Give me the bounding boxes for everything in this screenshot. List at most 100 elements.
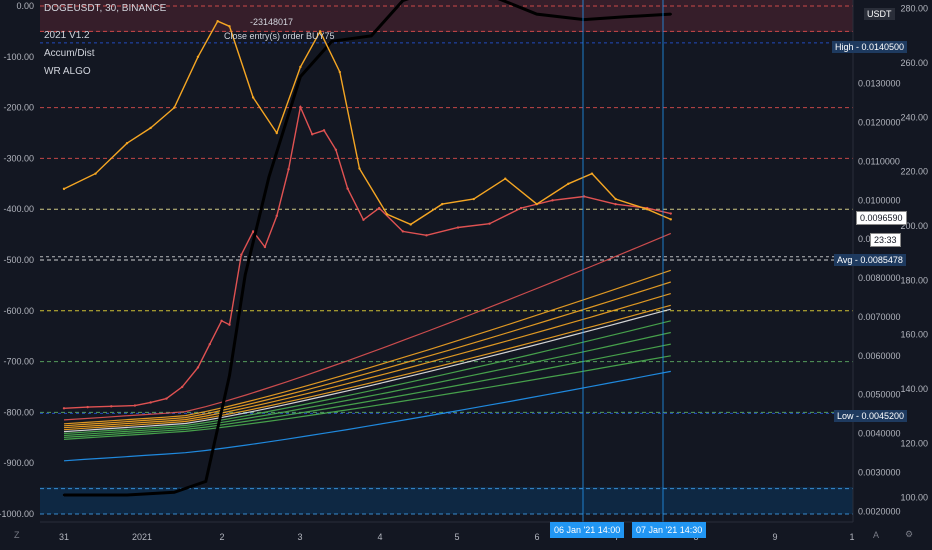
trade-label: Close entry(s) order BUY75 bbox=[224, 31, 335, 41]
y-left-tick: 0.00 bbox=[16, 1, 34, 11]
series-point-price bbox=[346, 187, 349, 190]
series-point-price bbox=[110, 405, 113, 408]
series-point-accum bbox=[62, 493, 66, 497]
high-tag-label: High bbox=[835, 42, 854, 52]
series-point-wr bbox=[275, 131, 278, 135]
indicator-3[interactable]: WR ALGO bbox=[44, 66, 91, 77]
x-selected-1: 06 Jan '21 14:00 bbox=[550, 522, 625, 538]
series-point-price bbox=[519, 206, 523, 210]
series-point-wr bbox=[125, 141, 129, 145]
y-price-tick: 0.0110000 bbox=[858, 156, 900, 166]
ma-line bbox=[63, 355, 671, 440]
zoom-button[interactable]: Z bbox=[14, 530, 20, 540]
series-point-price bbox=[181, 385, 184, 389]
y-right-tick: 180.00 bbox=[900, 275, 928, 285]
series-point-accum bbox=[228, 374, 231, 377]
series-point-wr bbox=[228, 25, 231, 28]
series-point-wr bbox=[567, 182, 570, 185]
last-price-label: 0.0096590 bbox=[856, 211, 907, 225]
series-point-price bbox=[240, 253, 243, 256]
series-point-price bbox=[149, 401, 152, 404]
series-point-price bbox=[614, 203, 617, 206]
low-tag-label: Low bbox=[837, 411, 854, 421]
y-right-tick: 220.00 bbox=[900, 167, 928, 177]
avg-tag-label: Avg bbox=[837, 255, 853, 265]
y-right-tick: 240.00 bbox=[900, 112, 928, 122]
y-left-tick: -600.00 bbox=[3, 306, 34, 316]
series-point-wr bbox=[409, 223, 412, 226]
y-price-tick: 0.0050000 bbox=[858, 390, 901, 400]
trade-id: -23148017 bbox=[250, 17, 294, 27]
auto-scale-button[interactable]: A bbox=[873, 530, 880, 540]
series-point-price bbox=[228, 323, 231, 326]
indicator-2[interactable]: Accum/Dist bbox=[44, 48, 95, 59]
symbol-title[interactable]: DOGEUSDT, 30, BINANCE bbox=[44, 3, 167, 14]
series-point-price bbox=[425, 234, 428, 237]
series-point-accum bbox=[535, 12, 538, 16]
series-point-price bbox=[299, 105, 302, 109]
y-price-tick: 0.0080000 bbox=[858, 273, 901, 283]
series-point-price bbox=[488, 222, 491, 225]
series-point-accum bbox=[401, 0, 405, 2]
y-left-tick: -1000.00 bbox=[0, 509, 34, 519]
series-point-wr bbox=[472, 197, 475, 201]
high-tag-value: 0.0140500 bbox=[861, 42, 905, 52]
series-point-price bbox=[86, 405, 89, 409]
series-point-accum bbox=[204, 480, 208, 483]
y-price-tick: 0.0020000 bbox=[858, 506, 901, 516]
x-tick: 4 bbox=[377, 532, 382, 542]
y-price-tick: 0.0130000 bbox=[858, 79, 901, 89]
y-right-tick: 260.00 bbox=[900, 58, 928, 68]
series-point-price bbox=[251, 230, 255, 233]
ma-line bbox=[63, 232, 672, 421]
avg-tag-value: 0.0085478 bbox=[860, 255, 903, 265]
ma-line bbox=[63, 331, 671, 437]
x-tick: 1 bbox=[849, 532, 854, 542]
series-point-wr bbox=[318, 30, 322, 33]
series-point-accum bbox=[330, 40, 334, 43]
gear-icon[interactable]: ⚙ bbox=[905, 529, 914, 539]
ma-line bbox=[63, 370, 671, 462]
ma-line bbox=[63, 281, 671, 427]
y-price-tick: 0.0040000 bbox=[858, 429, 901, 439]
series-point-wr bbox=[645, 208, 649, 211]
low-tag: Low - 0.0045200 bbox=[834, 410, 908, 422]
x-selected-2: 07 Jan '21 14:30 bbox=[632, 522, 707, 538]
indicator-1[interactable]: 2021 V1.2 bbox=[44, 30, 90, 41]
x-tick: 3 bbox=[297, 532, 302, 542]
x-tick: 2021 bbox=[132, 532, 152, 542]
y-left-tick: -200.00 bbox=[3, 103, 34, 113]
y-left-tick: -400.00 bbox=[3, 204, 34, 214]
series-point-price bbox=[287, 168, 290, 171]
series-point-price bbox=[208, 342, 211, 346]
x-tick: 9 bbox=[772, 532, 777, 542]
series-point-price bbox=[334, 148, 338, 152]
ma-line bbox=[63, 293, 671, 429]
series-point-wr bbox=[614, 197, 617, 201]
series-point-price bbox=[322, 129, 326, 132]
series-point-price bbox=[220, 319, 223, 323]
series-point-wr bbox=[669, 218, 672, 221]
series-point-wr bbox=[535, 202, 538, 206]
series-point-wr bbox=[504, 177, 507, 180]
countdown-label: 23:33 bbox=[870, 233, 901, 247]
y-price-tick: 0.0120000 bbox=[858, 118, 901, 128]
x-tick: 5 bbox=[454, 532, 459, 542]
ma-line bbox=[63, 343, 671, 438]
series-point-accum bbox=[125, 493, 129, 497]
series-point-wr bbox=[149, 126, 152, 130]
series-point-price bbox=[362, 218, 365, 221]
series-point-price bbox=[263, 245, 267, 249]
y-right-tick: 280.00 bbox=[900, 4, 928, 14]
series-point-wr bbox=[216, 20, 219, 23]
y-left-tick: -800.00 bbox=[3, 407, 34, 417]
avg-tag: Avg - 0.0085478 bbox=[834, 254, 906, 266]
unit-label: USDT bbox=[864, 8, 895, 20]
series-point-price bbox=[456, 226, 460, 229]
series-point-price bbox=[378, 206, 381, 210]
series-point-wr bbox=[441, 202, 444, 206]
x-tick: 2 bbox=[219, 532, 224, 542]
ma-line bbox=[63, 320, 671, 435]
series-point-price bbox=[275, 214, 278, 218]
